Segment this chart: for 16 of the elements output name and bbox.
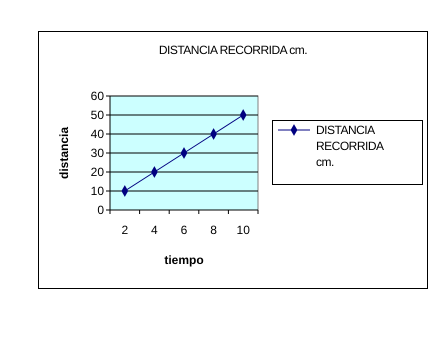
y-tick-label: 60 [90,89,104,104]
y-tick-label: 40 [90,127,104,142]
chart-title: DISTANCIA RECORRIDA cm. [158,43,308,57]
legend-label: DISTANCIA RECORRIDA cm. [316,123,384,169]
x-tick-label: 2 [121,223,128,237]
y-tick-label: 50 [90,108,104,122]
x-axis-title: tiempo [164,253,204,267]
y-tick-label: 0 [97,203,104,218]
x-tick-label: 4 [151,223,158,237]
y-axis-title: distancia [57,126,71,180]
x-tick-label: 10 [236,223,250,237]
y-tick-label: 10 [90,184,104,198]
x-tick-label: 6 [180,223,188,237]
y-tick-label: 20 [90,165,104,180]
y-tick-label: 30 [90,146,104,160]
x-tick-label: 8 [210,223,218,237]
